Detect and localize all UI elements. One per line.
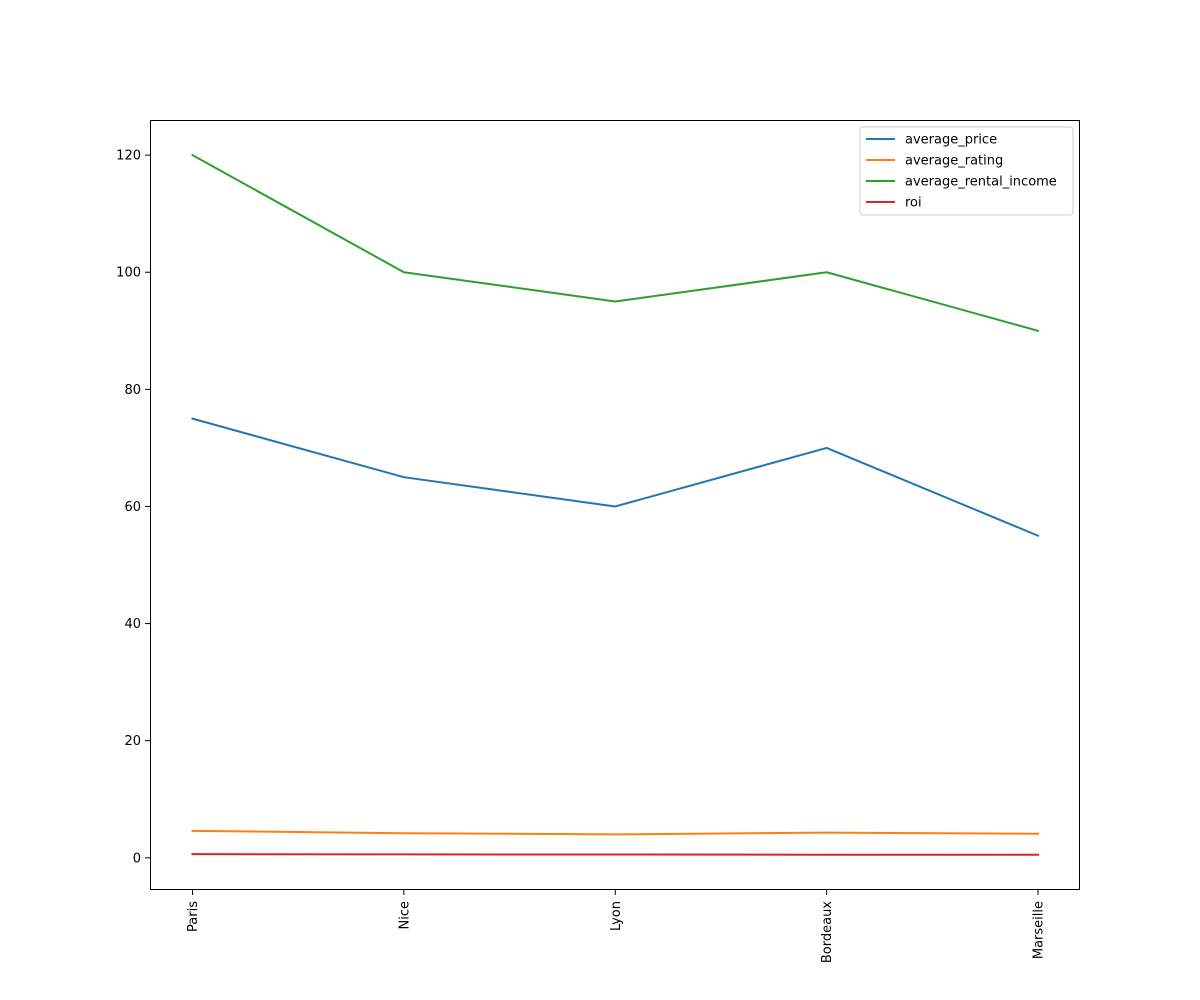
x-tick-label: Lyon	[609, 901, 624, 931]
legend-label: average_rental_income	[905, 175, 1057, 190]
y-tick-label: 120	[116, 149, 141, 164]
series-line-roi	[191, 853, 1040, 856]
series-line-average-price	[191, 417, 1040, 538]
y-tick-label: 60	[124, 500, 141, 515]
legend-label: average_price	[905, 133, 997, 148]
series-line-average-rental-income	[191, 153, 1040, 333]
x-tick-label: Bordeaux	[820, 901, 835, 963]
y-tick-label: 100	[116, 266, 141, 281]
x-tick-label: Marseille	[1032, 901, 1047, 959]
y-tick-label: 20	[124, 734, 141, 749]
legend-box	[859, 126, 1074, 216]
x-tick-label: Nice	[397, 901, 412, 929]
x-tick-label: Paris	[186, 901, 201, 932]
y-tick-label: 80	[124, 383, 141, 398]
legend-label: average_rating	[905, 154, 1003, 169]
y-tick-label: 40	[124, 617, 141, 632]
legend: average_price average_rating average_renta…	[859, 126, 1074, 216]
plot-lines	[191, 153, 1040, 856]
y-axis: 0 20 40 60 80 100 120	[116, 149, 150, 866]
series-line-average-rating	[191, 829, 1040, 836]
x-axis: Paris Nice Lyon Bordeaux Marseille	[186, 890, 1047, 963]
y-tick-label: 0	[133, 851, 141, 866]
axes-frame	[150, 120, 1080, 890]
legend-label: roi	[905, 196, 922, 211]
